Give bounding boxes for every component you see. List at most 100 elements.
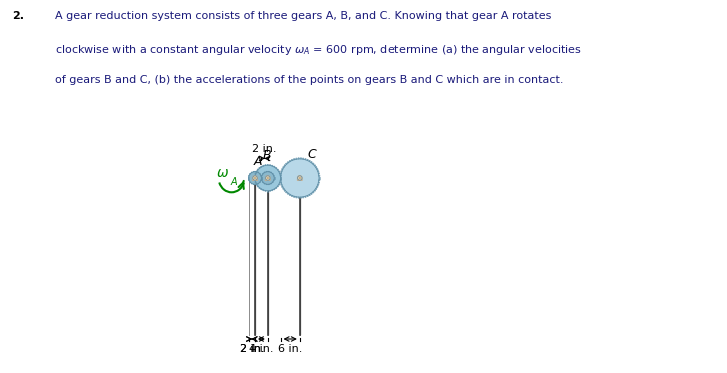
Polygon shape	[279, 182, 281, 183]
Polygon shape	[314, 190, 316, 191]
Polygon shape	[266, 171, 268, 172]
Polygon shape	[280, 175, 281, 176]
Polygon shape	[272, 173, 273, 175]
Circle shape	[249, 172, 262, 184]
Polygon shape	[262, 165, 264, 166]
Polygon shape	[259, 167, 260, 169]
Polygon shape	[316, 166, 317, 168]
Polygon shape	[257, 186, 259, 187]
Polygon shape	[280, 173, 281, 174]
Polygon shape	[260, 179, 262, 181]
Polygon shape	[310, 162, 313, 163]
Text: B: B	[262, 150, 271, 162]
Polygon shape	[278, 171, 280, 172]
Polygon shape	[314, 164, 316, 166]
Polygon shape	[294, 196, 295, 198]
Polygon shape	[309, 194, 310, 196]
Text: clockwise with a constant angular velocity $\omega_A$ = 600 rpm, determine (a) t: clockwise with a constant angular veloci…	[55, 43, 582, 57]
Text: A gear reduction system consists of three gears A, B, and C. Knowing that gear A: A gear reduction system consists of thre…	[55, 11, 551, 21]
Polygon shape	[249, 182, 251, 183]
Circle shape	[254, 176, 257, 179]
Polygon shape	[264, 172, 265, 173]
Polygon shape	[261, 178, 262, 179]
Polygon shape	[287, 162, 289, 163]
Polygon shape	[283, 188, 284, 189]
Polygon shape	[289, 194, 291, 196]
Polygon shape	[302, 158, 304, 160]
Polygon shape	[305, 196, 306, 198]
Polygon shape	[272, 165, 273, 166]
Polygon shape	[276, 167, 277, 169]
Polygon shape	[276, 187, 277, 189]
Polygon shape	[281, 170, 282, 172]
Circle shape	[262, 172, 274, 184]
Polygon shape	[286, 163, 287, 164]
Polygon shape	[254, 175, 256, 176]
Polygon shape	[253, 171, 254, 172]
Polygon shape	[270, 172, 272, 173]
Polygon shape	[256, 184, 257, 185]
Polygon shape	[265, 190, 266, 191]
Polygon shape	[318, 178, 320, 179]
Polygon shape	[260, 166, 262, 167]
Circle shape	[267, 177, 268, 179]
Polygon shape	[259, 187, 260, 189]
Circle shape	[281, 159, 319, 197]
Circle shape	[254, 177, 256, 179]
Polygon shape	[273, 179, 275, 181]
Text: 2 in.: 2 in.	[240, 344, 264, 354]
Polygon shape	[289, 160, 291, 162]
Circle shape	[265, 176, 270, 180]
Polygon shape	[280, 182, 281, 183]
Polygon shape	[318, 180, 320, 181]
Polygon shape	[281, 169, 283, 170]
Polygon shape	[316, 169, 318, 170]
Polygon shape	[255, 173, 256, 174]
Polygon shape	[300, 158, 302, 159]
Polygon shape	[262, 173, 263, 175]
Polygon shape	[272, 189, 273, 191]
Text: 2 in.: 2 in.	[252, 144, 277, 154]
Polygon shape	[277, 186, 278, 187]
Polygon shape	[280, 180, 281, 181]
Polygon shape	[255, 184, 257, 185]
Text: 6 in.: 6 in.	[278, 344, 302, 354]
Polygon shape	[309, 160, 310, 162]
Polygon shape	[251, 183, 252, 184]
Polygon shape	[268, 184, 270, 185]
Polygon shape	[296, 197, 297, 198]
Polygon shape	[318, 182, 320, 183]
Polygon shape	[257, 183, 259, 184]
Polygon shape	[300, 197, 302, 198]
Polygon shape	[292, 195, 293, 197]
Polygon shape	[248, 178, 249, 179]
Polygon shape	[257, 169, 259, 170]
Circle shape	[297, 176, 302, 180]
Polygon shape	[287, 193, 289, 195]
Polygon shape	[260, 188, 262, 190]
Circle shape	[266, 176, 269, 179]
Polygon shape	[318, 170, 319, 172]
Polygon shape	[307, 159, 308, 161]
Text: of gears B and C, (b) the accelerations of the points on gears B and C which are: of gears B and C, (b) the accelerations …	[55, 75, 563, 85]
Polygon shape	[273, 175, 275, 176]
Polygon shape	[254, 178, 255, 179]
Polygon shape	[273, 166, 275, 167]
Polygon shape	[255, 171, 257, 172]
Polygon shape	[294, 159, 295, 160]
Polygon shape	[274, 178, 275, 179]
Text: 2 in.: 2 in.	[240, 344, 264, 354]
Polygon shape	[281, 184, 282, 185]
Polygon shape	[256, 171, 257, 172]
Polygon shape	[265, 164, 266, 166]
Polygon shape	[260, 175, 262, 176]
Polygon shape	[281, 186, 283, 188]
Polygon shape	[318, 175, 320, 176]
Polygon shape	[296, 158, 297, 160]
Polygon shape	[249, 173, 251, 175]
Polygon shape	[280, 175, 281, 176]
Polygon shape	[318, 173, 320, 174]
Polygon shape	[286, 191, 287, 193]
Polygon shape	[251, 172, 252, 173]
Polygon shape	[298, 158, 300, 159]
